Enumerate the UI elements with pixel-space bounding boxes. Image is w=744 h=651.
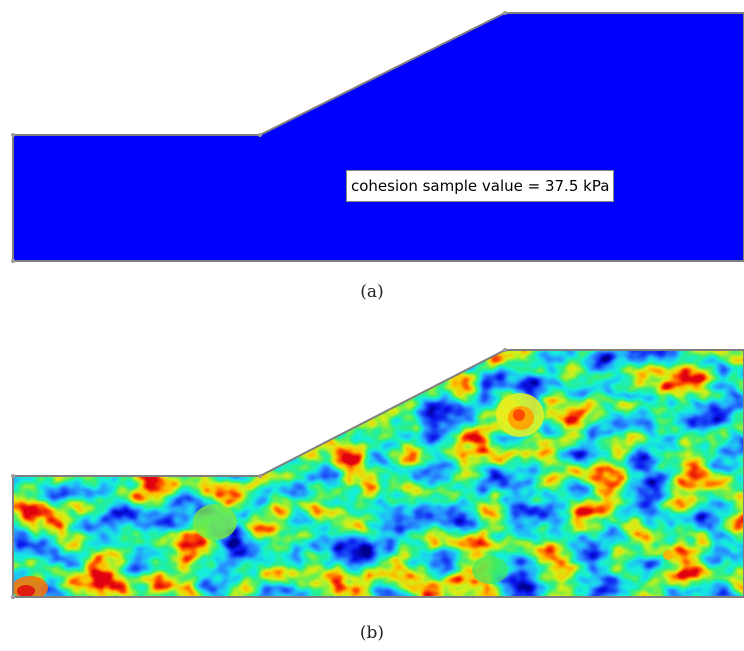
panel-b-caption: (b) bbox=[359, 623, 385, 643]
vertex-marker bbox=[11, 595, 15, 599]
high-value-zone bbox=[193, 504, 237, 540]
panel-a bbox=[11, 11, 744, 263]
panel-b bbox=[11, 348, 744, 599]
vertex-marker bbox=[503, 11, 507, 15]
slope-uniform-field bbox=[12, 12, 744, 262]
panel-a-caption: (a) bbox=[360, 282, 384, 302]
vertex-marker bbox=[11, 474, 15, 478]
high-value-zone bbox=[513, 409, 525, 421]
high-value-zone bbox=[663, 550, 673, 560]
vertex-marker bbox=[258, 133, 262, 137]
high-value-zone bbox=[472, 556, 508, 584]
vertex-marker bbox=[503, 348, 507, 352]
high-value-zone bbox=[17, 585, 35, 597]
random-field-contours bbox=[13, 350, 744, 597]
vertex-marker bbox=[258, 474, 262, 478]
cohesion-annotation: cohesion sample value = 37.5 kPa bbox=[346, 170, 615, 202]
vertex-marker bbox=[11, 259, 15, 263]
vertex-marker bbox=[11, 133, 15, 137]
